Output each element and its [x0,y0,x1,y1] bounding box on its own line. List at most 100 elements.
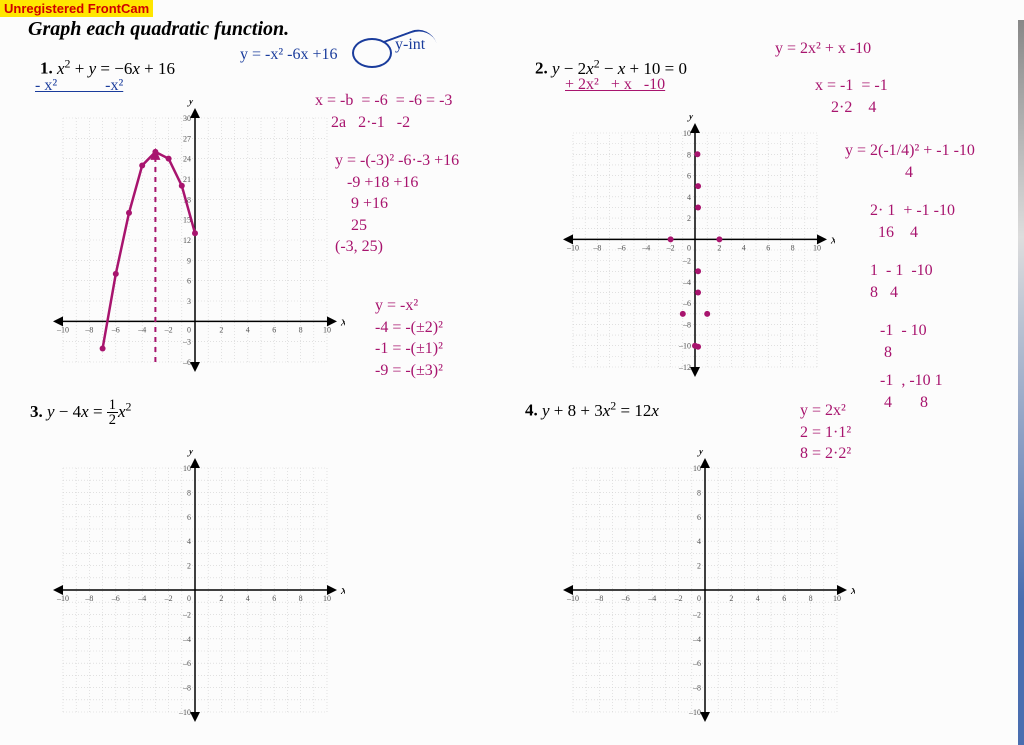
handwriting-note: x = -b = -6 = -6 = -3 2a 2·-1 -2 [315,90,452,133]
problem-3: 3. y − 4x = 12x2 [30,398,132,428]
handwriting-note: y = 2x² + x -10 [775,38,871,60]
svg-text:–12: –12 [678,363,691,372]
svg-text:10: 10 [833,594,841,603]
svg-text:–8: –8 [692,684,701,693]
svg-text:2: 2 [219,325,223,334]
svg-text:10: 10 [183,464,191,473]
problem-3-expr: y − 4x = 12x2 [47,402,132,421]
svg-text:6: 6 [687,172,691,181]
svg-text:–6: –6 [617,243,626,252]
svg-text:10: 10 [323,594,331,603]
svg-text:y: y [696,450,704,457]
svg-text:6: 6 [187,513,191,522]
svg-text:4: 4 [687,193,691,202]
handwriting-note: 1 - 1 -10 8 4 [870,260,933,303]
svg-text:10: 10 [323,325,331,334]
svg-text:2: 2 [687,214,691,223]
svg-text:6: 6 [782,594,786,603]
svg-text:27: 27 [183,134,191,143]
scrollbar-edge [1018,20,1024,745]
svg-text:–4: –4 [641,243,650,252]
svg-text:–4: –4 [182,635,191,644]
svg-text:–4: –4 [137,325,146,334]
svg-text:4: 4 [246,594,250,603]
svg-text:x: x [850,582,855,597]
svg-text:–8: –8 [84,325,93,334]
svg-text:–8: –8 [182,684,191,693]
svg-text:–6: –6 [692,659,701,668]
svg-text:–6: –6 [621,594,630,603]
svg-text:–8: –8 [84,594,93,603]
svg-text:0: 0 [697,594,701,603]
svg-text:–2: –2 [692,610,701,619]
svg-text:21: 21 [183,175,191,184]
handwriting-note: 2· 1 + -1 -10 16 4 [870,200,955,243]
svg-text:–10: –10 [566,243,579,252]
handwriting-note: y-int [395,34,425,56]
handwriting-note: + 2x² + x -10 [565,74,665,96]
svg-text:8: 8 [809,594,813,603]
svg-text:–10: –10 [56,325,69,334]
svg-text:6: 6 [766,243,770,252]
svg-text:3: 3 [187,297,191,306]
handwriting-note: -1 , -10 1 4 8 [880,370,943,413]
svg-text:–4: –4 [137,594,146,603]
svg-text:–2: –2 [164,594,173,603]
svg-text:–10: –10 [178,708,191,717]
svg-text:0: 0 [187,594,191,603]
svg-text:–3: –3 [182,338,191,347]
svg-text:–8: –8 [682,320,691,329]
svg-text:–2: –2 [164,325,173,334]
svg-text:30: 30 [183,114,191,123]
svg-text:8: 8 [697,488,701,497]
svg-text:–2: –2 [674,594,683,603]
handwriting-note: y = -x² -6x +16 [240,44,338,66]
svg-text:y: y [186,100,194,107]
svg-text:4: 4 [742,243,746,252]
svg-text:4: 4 [187,537,191,546]
svg-text:9: 9 [187,256,191,265]
svg-text:–6: –6 [182,659,191,668]
svg-text:10: 10 [693,464,701,473]
svg-text:4: 4 [697,537,701,546]
svg-text:–10: –10 [566,594,579,603]
svg-text:6: 6 [272,594,276,603]
problem-4: 4. y + 8 + 3x2 = 12x [525,398,659,421]
svg-text:y: y [186,450,194,457]
svg-text:y: y [686,115,694,122]
svg-text:6: 6 [272,325,276,334]
svg-text:8: 8 [791,243,795,252]
svg-text:24: 24 [183,155,191,164]
svg-text:2: 2 [729,594,733,603]
svg-text:4: 4 [246,325,250,334]
svg-text:0: 0 [187,325,191,334]
svg-text:8: 8 [299,325,303,334]
problem-3-num: 3. [30,402,43,421]
graph-2: xy–10–8–6–4–2246810–12–10–8–6–4–22468100 [555,115,835,385]
handwriting-note: -1 - 10 8 [880,320,927,363]
svg-text:–6: –6 [682,299,691,308]
svg-text:–10: –10 [688,708,701,717]
svg-text:–2: –2 [666,243,675,252]
svg-text:2: 2 [219,594,223,603]
svg-text:–6: –6 [111,325,120,334]
handwriting-note: x = -1 = -1 2·2 4 [815,75,888,118]
svg-text:0: 0 [687,243,691,252]
svg-text:–4: –4 [647,594,656,603]
svg-text:x: x [340,313,345,328]
problem-4-expr: y + 8 + 3x2 = 12x [542,401,659,420]
svg-text:8: 8 [299,594,303,603]
svg-text:6: 6 [697,513,701,522]
svg-text:–4: –4 [682,278,691,287]
handwriting-note: y = 2x² 2 = 1·1² 8 = 2·2² [800,400,851,465]
graph-1: xy–10–8–6–4–2246810–6–336912151821242730… [45,100,345,380]
svg-text:x: x [340,582,345,597]
problem-2-num: 2. [535,59,548,78]
svg-text:–4: –4 [692,635,701,644]
svg-text:–10: –10 [56,594,69,603]
svg-text:–8: –8 [592,243,601,252]
watermark-badge: Unregistered FrontCam [0,0,153,17]
svg-text:12: 12 [183,236,191,245]
svg-text:x: x [830,231,835,246]
graph-4: xy–10–8–6–4–2246810–10–8–6–4–22468100 [555,450,855,730]
